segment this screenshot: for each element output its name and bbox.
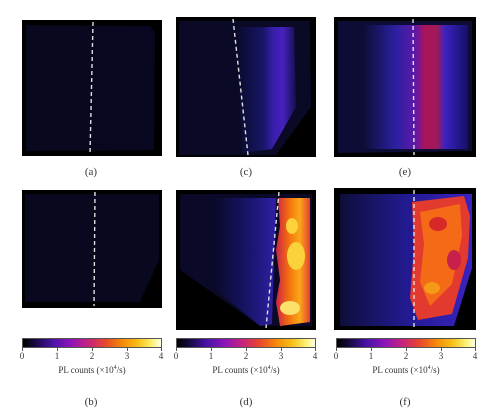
colorbar-tick: 0 xyxy=(19,351,25,361)
measurement-dashed-line xyxy=(232,18,249,156)
panel-d-image xyxy=(176,190,316,330)
panel-c-caption: (c) xyxy=(239,166,253,178)
colorbar-tick: 0 xyxy=(173,351,179,361)
colorbar-tick: 2 xyxy=(89,351,95,361)
colorbar-tick: 2 xyxy=(243,351,249,361)
colorbar-label: PL counts (×104/s) xyxy=(212,365,280,375)
colorbar-tick: 4 xyxy=(312,351,318,361)
panel-f-image xyxy=(334,188,476,330)
panel-d-caption: (d) xyxy=(239,396,253,408)
colorbar-tick: 4 xyxy=(472,351,478,361)
measurement-dashed-line xyxy=(412,18,415,156)
colorbar-tick: 1 xyxy=(208,351,214,361)
colorbar-tick: 4 xyxy=(158,351,164,361)
colorbar-gradient xyxy=(22,338,162,348)
panel-b-image xyxy=(22,190,162,308)
panel-e-image xyxy=(334,17,476,157)
colorbar-tick: 1 xyxy=(368,351,374,361)
colorbar-middle: 0 1 2 3 4 PL counts (×104/s) xyxy=(174,338,317,378)
colorbar-label: PL counts (×104/s) xyxy=(372,365,440,375)
colorbar-left: 0 1 2 3 4 PL counts (×104/s) xyxy=(20,338,163,378)
colorbar-tick: 3 xyxy=(438,351,444,361)
measurement-dashed-line xyxy=(265,191,280,329)
panel-a-image xyxy=(22,20,162,156)
measurement-dashed-line xyxy=(93,191,96,307)
panel-f-caption: (f) xyxy=(399,396,411,408)
colorbar-tick: 3 xyxy=(124,351,130,361)
colorbar-gradient xyxy=(176,338,316,348)
colorbar-tick: 3 xyxy=(278,351,284,361)
colorbar-right: 0 1 2 3 4 PL counts (×104/s) xyxy=(334,338,477,378)
colorbar-tick: 0 xyxy=(333,351,339,361)
colorbar-tick: 2 xyxy=(403,351,409,361)
colorbar-tick: 1 xyxy=(54,351,60,361)
panel-a-caption: (a) xyxy=(84,166,98,178)
measurement-dashed-line xyxy=(89,21,94,155)
colorbar-label: PL counts (×104/s) xyxy=(58,365,126,375)
panel-b-caption: (b) xyxy=(84,396,98,408)
panel-c-image xyxy=(176,17,316,157)
panel-e-caption: (e) xyxy=(398,166,412,178)
colorbar-gradient xyxy=(336,338,476,348)
